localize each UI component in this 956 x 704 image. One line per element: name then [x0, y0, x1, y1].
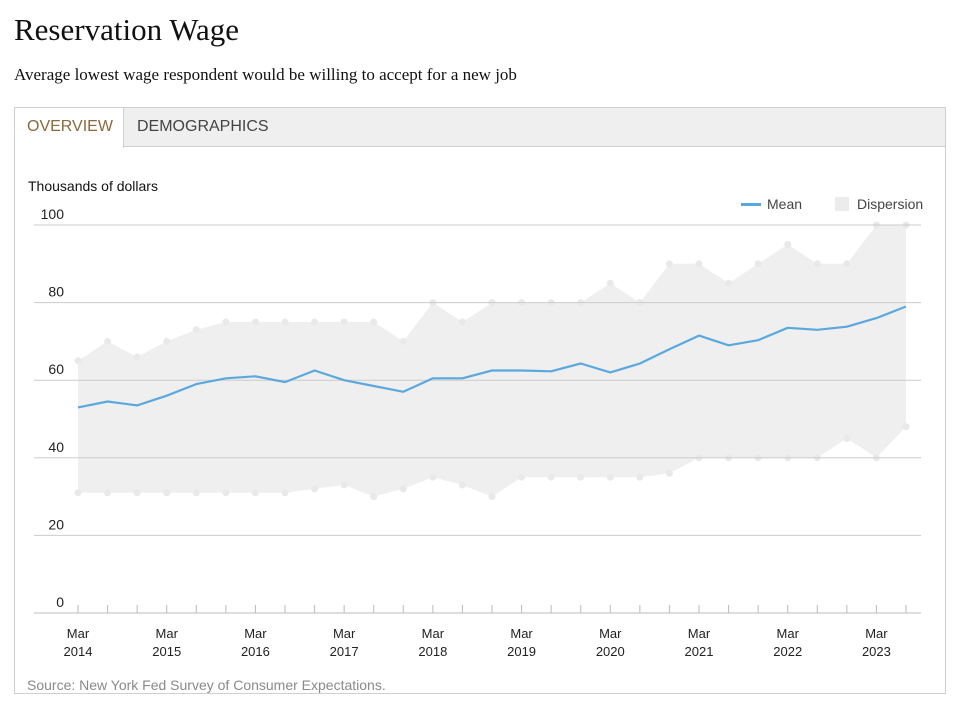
x-tick-year: 2014 — [64, 644, 93, 659]
dispersion-upper-point — [725, 279, 733, 287]
x-tick-month: Mar — [777, 626, 800, 641]
dispersion-upper-point — [784, 240, 792, 248]
dispersion-upper-point — [133, 353, 141, 361]
x-tick-month: Mar — [865, 626, 888, 641]
legend-dispersion-swatch — [835, 196, 849, 211]
y-axis-label: Thousands of dollars — [28, 178, 158, 194]
dispersion-lower-point — [458, 481, 466, 489]
x-tick-month: Mar — [67, 626, 90, 641]
y-tick-label: 80 — [48, 284, 64, 300]
page-subtitle: Average lowest wage respondent would be … — [14, 65, 517, 84]
legend-item-dispersion[interactable]: Dispersion — [835, 196, 923, 212]
dispersion-lower-point — [636, 473, 644, 481]
dispersion-upper-point — [251, 318, 259, 326]
dispersion-upper-point — [458, 318, 466, 326]
x-tick-month: Mar — [422, 626, 445, 641]
dispersion-lower-point — [133, 489, 141, 497]
dispersion-upper-point — [163, 337, 171, 345]
y-tick-label: 100 — [41, 206, 65, 222]
dispersion-upper-point — [843, 260, 851, 268]
dispersion-upper-point — [606, 279, 614, 287]
dispersion-lower-point — [488, 493, 496, 501]
dispersion-lower-point — [429, 473, 437, 481]
x-tick-year: 2023 — [862, 644, 891, 659]
source-note: Source: New York Fed Survey of Consumer … — [27, 677, 386, 693]
x-tick-year: 2018 — [418, 644, 447, 659]
x-tick-year: 2015 — [152, 644, 181, 659]
dispersion-upper-point — [370, 318, 378, 326]
x-tick-month: Mar — [244, 626, 267, 641]
dispersion-upper-point — [665, 260, 673, 268]
dispersion-upper-point — [104, 337, 112, 345]
dispersion-lower-point — [370, 493, 378, 501]
dispersion-lower-point — [163, 489, 171, 497]
reservation-wage-chart: 0 20 40 60 80 100 Mar 2014 Mar 2015 Mar 2016 Mar 2017… — [34, 206, 921, 659]
dispersion-lower-point — [251, 489, 259, 497]
x-tick-month: Mar — [156, 626, 179, 641]
y-tick-label: 40 — [48, 439, 64, 455]
dispersion-lower-point — [665, 469, 673, 477]
tab-bar: OVERVIEW DEMOGRAPHICS — [15, 108, 945, 148]
dispersion-lower-point — [606, 473, 614, 481]
x-tick-year: 2022 — [773, 644, 802, 659]
dispersion-lower-point — [518, 473, 526, 481]
dispersion-lower-point — [399, 485, 407, 493]
dispersion-lower-point — [192, 489, 200, 497]
dispersion-upper-point — [222, 318, 230, 326]
dispersion-upper-point — [311, 318, 319, 326]
tab-overview[interactable]: OVERVIEW — [15, 108, 124, 148]
dispersion-lower-point — [902, 423, 910, 431]
dispersion-upper-point — [74, 357, 82, 365]
dispersion-upper-point — [340, 318, 348, 326]
dispersion-upper-point — [192, 326, 200, 334]
dispersion-upper-point — [281, 318, 289, 326]
legend-item-mean[interactable]: Mean — [741, 196, 802, 212]
x-tick-year: 2017 — [330, 644, 359, 659]
dispersion-lower-point — [74, 489, 82, 497]
x-tick-year: 2019 — [507, 644, 536, 659]
dispersion-lower-point — [577, 473, 585, 481]
x-tick-month: Mar — [510, 626, 533, 641]
dispersion-lower-point — [340, 481, 348, 489]
dispersion-lower-point — [311, 485, 319, 493]
dispersion-band — [78, 225, 906, 497]
x-tick-year: 2016 — [241, 644, 270, 659]
x-tick-month: Mar — [599, 626, 622, 641]
legend-mean-label: Mean — [767, 196, 803, 212]
dispersion-upper-point — [399, 337, 407, 345]
x-tick-month: Mar — [333, 626, 356, 641]
chart-panel: OVERVIEW DEMOGRAPHICS 0 20 40 60 80 100 Mar 201… — [14, 107, 946, 694]
dispersion-lower-point — [222, 489, 230, 497]
dispersion-lower-point — [547, 473, 555, 481]
page-title: Reservation Wage — [14, 12, 240, 47]
dispersion-lower-point — [281, 489, 289, 497]
tab-demographics[interactable]: DEMOGRAPHICS — [137, 118, 269, 135]
dispersion-lower-point — [104, 489, 112, 497]
dispersion-upper-point — [754, 260, 762, 268]
y-tick-label: 0 — [56, 594, 64, 610]
x-tick-year: 2021 — [685, 644, 714, 659]
mean-line — [77, 305, 907, 409]
x-tick-year: 2020 — [596, 644, 625, 659]
y-tick-label: 20 — [48, 516, 64, 532]
x-tick-month: Mar — [688, 626, 711, 641]
legend-dispersion-label: Dispersion — [857, 196, 924, 212]
dispersion-upper-point — [695, 260, 703, 268]
dispersion-lower-point — [843, 434, 851, 442]
y-tick-label: 60 — [48, 361, 64, 377]
dispersion-upper-point — [813, 260, 821, 268]
legend-mean-swatch — [741, 202, 761, 206]
